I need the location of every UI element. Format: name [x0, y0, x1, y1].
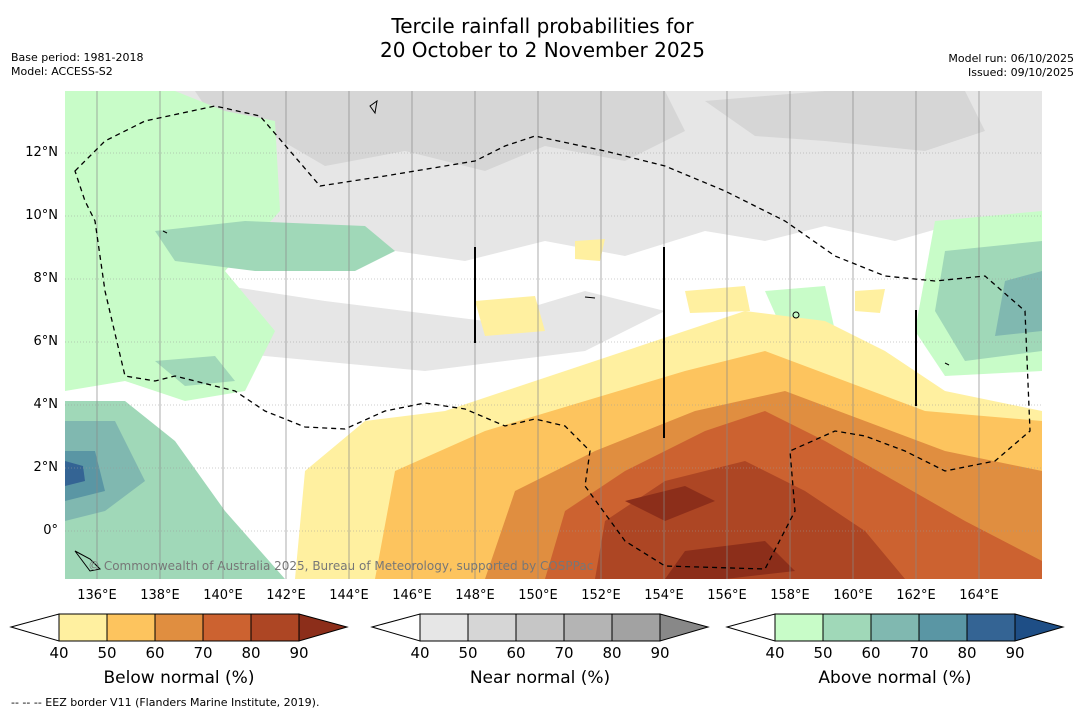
colorbar-tick: 70 — [554, 644, 574, 662]
map-title: Tercile rainfall probabilities for 20 Oc… — [0, 14, 1085, 62]
colorbar-tick: 80 — [957, 644, 977, 662]
colorbar-near-normal — [370, 613, 710, 642]
x-tick-label: 150°E — [518, 588, 558, 603]
colorbar-swatch — [966, 613, 1016, 642]
colorbar-title-near: Near normal (%) — [469, 668, 611, 688]
colorbar-tick: 40 — [410, 644, 430, 662]
colorbar-swatch — [774, 613, 824, 642]
colorbar-swatch — [822, 613, 872, 642]
x-tick-label: 164°E — [959, 588, 999, 603]
issued-label: Issued: 09/10/2025 — [967, 66, 1074, 79]
colorbar-tick: 90 — [1005, 644, 1025, 662]
x-tick-label: 160°E — [833, 588, 873, 603]
colorbar-tick: 80 — [602, 644, 622, 662]
x-tick-label: 156°E — [707, 588, 747, 603]
colorbar-tick: 40 — [765, 644, 785, 662]
colorbar-near-max-arrow — [659, 613, 710, 642]
colorbar-above-normal — [725, 613, 1065, 642]
x-tick-label: 162°E — [896, 588, 936, 603]
x-tick-label: 138°E — [140, 588, 180, 603]
colorbar-swatch — [515, 613, 565, 642]
colorbar-swatch — [202, 613, 252, 642]
colorbar-swatch — [563, 613, 613, 642]
colorbar-swatch — [419, 613, 469, 642]
model-run-label: Model run: 06/10/2025 — [948, 52, 1074, 65]
map-panel: © Commonwealth of Australia 2025, Bureau… — [65, 91, 1042, 579]
colorbar-title-above: Above normal (%) — [818, 668, 972, 688]
x-tick-label: 136°E — [77, 588, 117, 603]
copyright-credit: © Commonwealth of Australia 2025, Bureau… — [88, 559, 594, 573]
colorbar-above-min-arrow — [725, 613, 776, 642]
x-tick-label: 140°E — [203, 588, 243, 603]
y-tick-label: 10°N — [25, 208, 58, 223]
colorbar-tick: 40 — [49, 644, 69, 662]
colorbar-below-normal — [9, 613, 349, 642]
y-tick-label: 2°N — [33, 460, 59, 475]
colorbar-swatch — [154, 613, 204, 642]
meta-left: Base period: 1981-2018 Model: ACCESS-S2 — [11, 51, 143, 79]
colorbar-swatch — [918, 613, 968, 642]
colorbar-below-min-arrow — [9, 613, 60, 642]
title-line-1: Tercile rainfall probabilities for — [391, 14, 694, 38]
x-tick-label: 144°E — [329, 588, 369, 603]
colorbar-tick: 50 — [458, 644, 478, 662]
colorbar-tick: 90 — [289, 644, 309, 662]
x-tick-label: 146°E — [392, 588, 432, 603]
x-tick-label: 154°E — [644, 588, 684, 603]
colorbars — [9, 613, 1065, 642]
colorbar-tick: 60 — [506, 644, 526, 662]
colorbar-swatch — [467, 613, 517, 642]
x-tick-label: 142°E — [266, 588, 306, 603]
colorbar-tick: 80 — [241, 644, 261, 662]
forecast-map — [65, 91, 1042, 579]
colorbar-title-below: Below normal (%) — [103, 668, 255, 688]
colorbar-tick: 70 — [193, 644, 213, 662]
x-tick-label: 148°E — [455, 588, 495, 603]
y-tick-label: 8°N — [33, 271, 59, 286]
y-tick-label: 6°N — [33, 334, 59, 349]
base-period-label: Base period: 1981-2018 — [11, 51, 144, 64]
x-tick-label: 152°E — [581, 588, 621, 603]
colorbar-swatch — [870, 613, 920, 642]
colorbar-tick: 60 — [145, 644, 165, 662]
colorbar-swatch — [58, 613, 108, 642]
colorbar-above-max-arrow — [1014, 613, 1065, 642]
colorbar-tick: 50 — [813, 644, 833, 662]
x-tick-label: 158°E — [770, 588, 810, 603]
colorbar-near-min-arrow — [370, 613, 421, 642]
colorbar-tick: 90 — [650, 644, 670, 662]
title-line-2: 20 October to 2 November 2025 — [379, 38, 706, 62]
y-tick-label: 0° — [43, 523, 58, 538]
colorbar-tick: 70 — [909, 644, 929, 662]
colorbar-tick: 50 — [97, 644, 117, 662]
y-tick-label: 12°N — [25, 145, 58, 160]
eez-border-legend: -- -- -- EEZ border V11 (Flanders Marine… — [11, 696, 320, 709]
model-label: Model: ACCESS-S2 — [11, 65, 113, 78]
meta-right: Model run: 06/10/2025 Issued: 09/10/2025 — [948, 52, 1074, 80]
colorbar-below-max-arrow — [298, 613, 349, 642]
colorbar-swatch — [106, 613, 156, 642]
colorbar-tick: 60 — [861, 644, 881, 662]
y-tick-label: 4°N — [33, 397, 59, 412]
colorbar-swatch — [611, 613, 661, 642]
colorbar-swatch — [250, 613, 300, 642]
